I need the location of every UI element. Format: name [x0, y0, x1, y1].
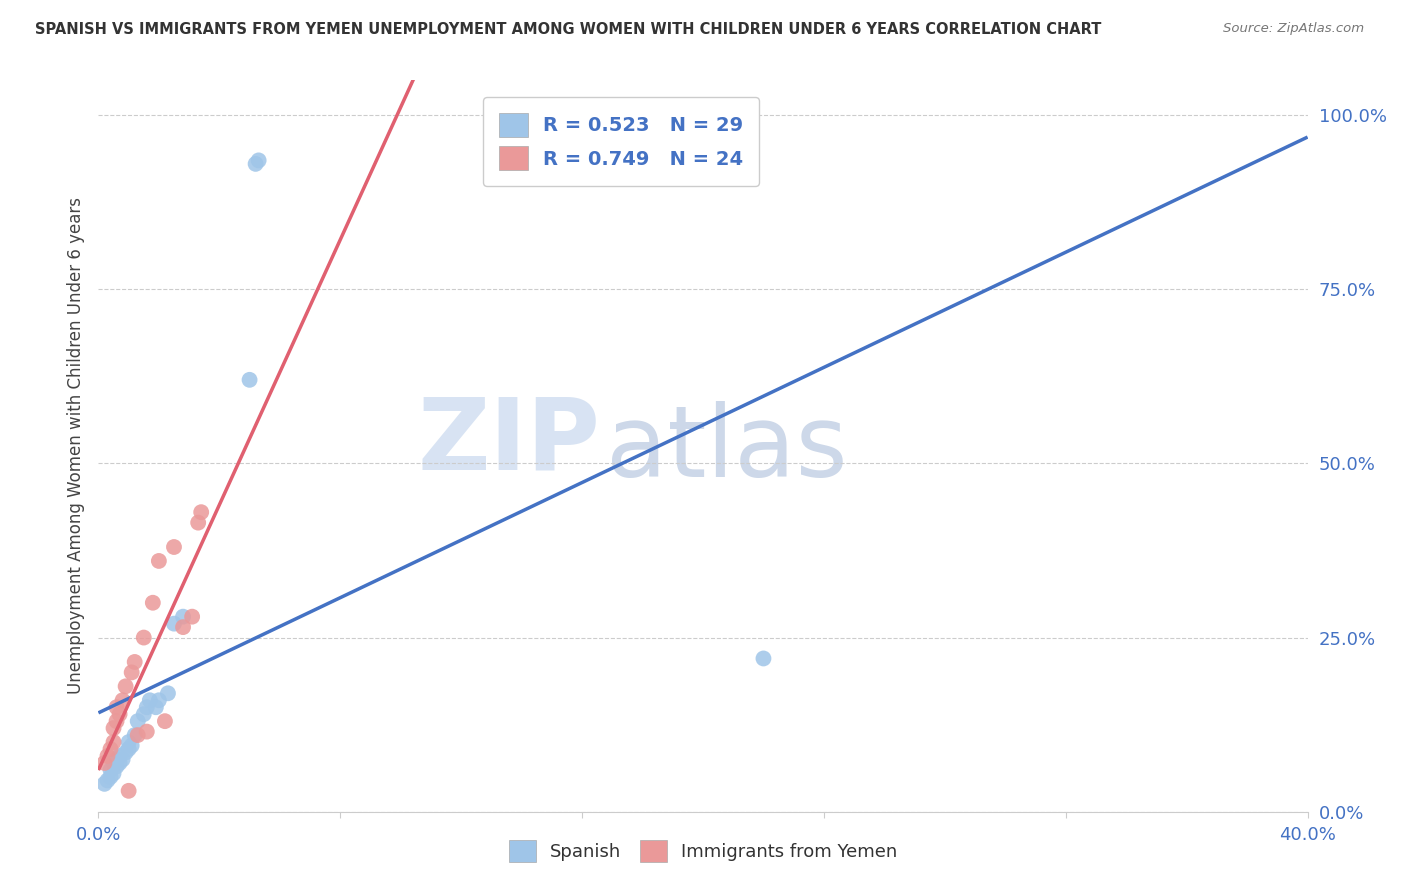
- Point: [118, 784, 141, 798]
- Point: [100, 763, 122, 777]
- Point: [108, 707, 131, 722]
- Point: [245, 157, 267, 171]
- Point: [187, 516, 209, 530]
- Point: [132, 707, 155, 722]
- Point: [135, 724, 157, 739]
- Point: [96, 749, 118, 764]
- Point: [135, 700, 157, 714]
- Point: [108, 749, 131, 764]
- Text: Source: ZipAtlas.com: Source: ZipAtlas.com: [1223, 22, 1364, 36]
- Point: [118, 735, 141, 749]
- Point: [752, 651, 775, 665]
- Point: [247, 153, 270, 168]
- Point: [124, 728, 146, 742]
- Point: [93, 756, 115, 770]
- Point: [163, 616, 186, 631]
- Point: [103, 756, 125, 770]
- Point: [142, 596, 165, 610]
- Point: [127, 714, 149, 728]
- Point: [108, 756, 131, 770]
- Point: [114, 746, 136, 760]
- Point: [105, 759, 128, 773]
- Point: [105, 700, 128, 714]
- Point: [100, 742, 122, 756]
- Point: [105, 752, 128, 766]
- Point: [111, 693, 134, 707]
- Point: [127, 728, 149, 742]
- Text: atlas: atlas: [606, 401, 848, 498]
- Point: [172, 620, 194, 634]
- Point: [124, 655, 146, 669]
- Point: [139, 693, 162, 707]
- Point: [145, 700, 167, 714]
- Legend: R = 0.523   N = 29, R = 0.749   N = 24: R = 0.523 N = 29, R = 0.749 N = 24: [484, 97, 759, 186]
- Point: [111, 752, 134, 766]
- Point: [93, 777, 115, 791]
- Point: [103, 766, 125, 780]
- Y-axis label: Unemployment Among Women with Children Under 6 years: Unemployment Among Women with Children U…: [66, 197, 84, 695]
- Point: [121, 665, 143, 680]
- Point: [163, 540, 186, 554]
- Point: [100, 770, 122, 784]
- Point: [103, 721, 125, 735]
- Point: [181, 609, 204, 624]
- Point: [132, 631, 155, 645]
- Point: [96, 773, 118, 788]
- Point: [239, 373, 262, 387]
- Point: [121, 739, 143, 753]
- Point: [172, 609, 194, 624]
- Point: [148, 554, 170, 568]
- Point: [118, 742, 141, 756]
- Point: [153, 714, 176, 728]
- Point: [190, 505, 212, 519]
- Point: [105, 714, 128, 728]
- Text: ZIP: ZIP: [418, 394, 600, 491]
- Point: [156, 686, 179, 700]
- Legend: Spanish, Immigrants from Yemen: Spanish, Immigrants from Yemen: [502, 833, 904, 870]
- Point: [103, 735, 125, 749]
- Text: SPANISH VS IMMIGRANTS FROM YEMEN UNEMPLOYMENT AMONG WOMEN WITH CHILDREN UNDER 6 : SPANISH VS IMMIGRANTS FROM YEMEN UNEMPLO…: [35, 22, 1101, 37]
- Point: [114, 679, 136, 693]
- Point: [148, 693, 170, 707]
